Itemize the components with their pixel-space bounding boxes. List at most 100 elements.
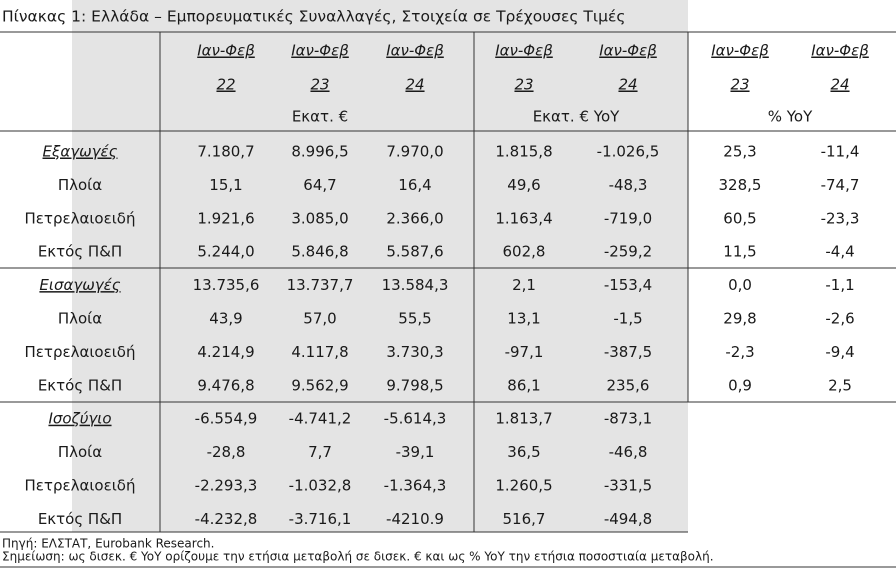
cell: 1.815,8	[495, 143, 552, 161]
column-year: 22	[216, 76, 235, 94]
cell: 516,7	[503, 510, 546, 528]
column-year: 24	[830, 76, 849, 94]
cell: -873,1	[604, 410, 652, 428]
cell: -2,6	[825, 310, 854, 328]
cell: 36,5	[507, 443, 540, 461]
cell: 5.244,0	[197, 243, 254, 261]
cell: -259,2	[604, 243, 652, 261]
cell: -1.032,8	[289, 477, 352, 495]
cell: -494,8	[604, 510, 652, 528]
cell: 64,7	[303, 176, 336, 194]
row-label: Πλοία	[58, 443, 102, 461]
cell: -6.554,9	[195, 410, 258, 428]
row-label: Πλοία	[58, 310, 102, 328]
cell: -23,3	[821, 209, 860, 227]
cell: 5.587,6	[386, 243, 443, 261]
note: Σημείωση: ως δισεκ. € YoY ορίζουμε την ε…	[2, 550, 714, 564]
cell: 13.735,6	[193, 276, 260, 294]
cell: 57,0	[303, 310, 336, 328]
row-label: Εκτός Π&Π	[38, 510, 122, 528]
cell: 0,0	[728, 276, 752, 294]
column-period: Ιαν-Φεβ	[291, 42, 349, 60]
column-year: 23	[730, 76, 749, 94]
row-label: Εκτός Π&Π	[38, 243, 122, 261]
cell: -719,0	[604, 209, 652, 227]
group-label: Εξαγωγές	[43, 143, 118, 161]
cell: 9.476,8	[197, 376, 254, 394]
column-year: 24	[405, 76, 424, 94]
cell: 1.813,7	[495, 410, 552, 428]
cell: -4210.9	[386, 510, 444, 528]
column-year: 24	[618, 76, 637, 94]
cell: -2,3	[725, 343, 754, 361]
cell: 11,5	[723, 243, 756, 261]
cell: -2.293,3	[195, 477, 258, 495]
cell: 1.260,5	[495, 477, 552, 495]
column-period: Ιαν-Φεβ	[811, 42, 869, 60]
unit-label: Εκατ. € YoY	[533, 108, 620, 126]
column-year: 23	[310, 76, 329, 94]
row-label: Πετρελαιοειδή	[25, 343, 136, 361]
cell: 2,5	[828, 376, 852, 394]
cell: 13.584,3	[382, 276, 449, 294]
cell: 3.730,3	[386, 343, 443, 361]
cell: -1.026,5	[597, 143, 660, 161]
cell: 7,7	[308, 443, 332, 461]
column-period: Ιαν-Φεβ	[711, 42, 769, 60]
unit-label: % YoY	[768, 108, 813, 126]
source: Πηγή: ΕΛΣΤΑΤ, Eurobank Research.	[2, 537, 214, 551]
cell: -39,1	[396, 443, 435, 461]
cell: 13.737,7	[287, 276, 354, 294]
unit-label: Εκατ. €	[292, 108, 348, 126]
row-label: Εκτός Π&Π	[38, 376, 122, 394]
cell: 9.562,9	[291, 376, 348, 394]
cell: -4,4	[825, 243, 854, 261]
cell: -387,5	[604, 343, 652, 361]
column-period: Ιαν-Φεβ	[599, 42, 657, 60]
cell: 7.180,7	[197, 143, 254, 161]
cell: 25,3	[723, 143, 756, 161]
cell: -9,4	[825, 343, 854, 361]
cell: 29,8	[723, 310, 756, 328]
column-period: Ιαν-Φεβ	[197, 42, 255, 60]
cell: -5.614,3	[384, 410, 447, 428]
row-label: Πετρελαιοειδή	[25, 477, 136, 495]
cell: 328,5	[719, 176, 762, 194]
cell: -28,8	[207, 443, 246, 461]
cell: 4.117,8	[291, 343, 348, 361]
cell: 1.921,6	[197, 209, 254, 227]
cell: -1.364,3	[384, 477, 447, 495]
cell: 86,1	[507, 376, 540, 394]
cell: 13,1	[507, 310, 540, 328]
cell: 5.846,8	[291, 243, 348, 261]
column-period: Ιαν-Φεβ	[386, 42, 444, 60]
cell: 2.366,0	[386, 209, 443, 227]
cell: -1,1	[825, 276, 854, 294]
cell: 9.798,5	[386, 376, 443, 394]
cell: 60,5	[723, 209, 756, 227]
cell: 55,5	[398, 310, 431, 328]
cell: -1,5	[613, 310, 642, 328]
cell: 7.970,0	[386, 143, 443, 161]
cell: -4.741,2	[289, 410, 352, 428]
cell: -74,7	[821, 176, 860, 194]
cell: 16,4	[398, 176, 431, 194]
cell: -46,8	[609, 443, 648, 461]
cell: 2,1	[512, 276, 536, 294]
cell: 0,9	[728, 376, 752, 394]
cell: -4.232,8	[195, 510, 258, 528]
row-label: Πετρελαιοειδή	[25, 209, 136, 227]
group-label: Ισοζύγιο	[48, 410, 111, 428]
cell: 43,9	[209, 310, 242, 328]
column-year: 23	[514, 76, 533, 94]
shading	[72, 0, 688, 532]
cell: 49,6	[507, 176, 540, 194]
cell: -48,3	[609, 176, 648, 194]
cell: -11,4	[821, 143, 860, 161]
cell: 602,8	[503, 243, 546, 261]
cell: 3.085,0	[291, 209, 348, 227]
cell: -3.716,1	[289, 510, 352, 528]
cell: 1.163,4	[495, 209, 552, 227]
cell: -153,4	[604, 276, 652, 294]
